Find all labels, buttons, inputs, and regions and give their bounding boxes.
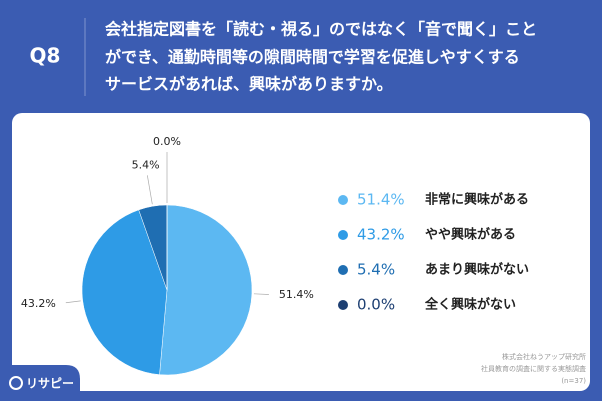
pie-slice [159, 204, 253, 376]
question-line: ができ、通勤時間等の隙間時間で学習を促進しやすくする [105, 48, 520, 67]
pie-slice [81, 209, 168, 375]
brand-tab [0, 365, 80, 401]
source-line: 株式会社ねうアップ研究所 [502, 352, 586, 361]
legend-value: 51.4% [357, 191, 405, 209]
legend-dot [338, 300, 348, 310]
legend-value: 43.2% [357, 226, 405, 244]
slice-label: 5.4% [132, 158, 160, 171]
leader-line [253, 293, 269, 295]
legend-dot [338, 230, 348, 240]
legend-label: 全く興味がない [424, 297, 516, 313]
slice-label: 0.0% [153, 135, 181, 148]
legend-dot [338, 195, 348, 205]
legend-label: あまり興味がない [425, 262, 529, 278]
leader-line [147, 175, 153, 205]
slice-label: 51.4% [279, 288, 314, 301]
question-line: サービスがあれば、興味がありますか。 [105, 75, 393, 94]
brand-name: リサピー [26, 377, 74, 391]
slice-label: 43.2% [21, 297, 56, 310]
legend-value: 5.4% [357, 261, 395, 279]
leader-line [65, 300, 81, 304]
source-line: (n=37) [561, 377, 586, 385]
source-line: 社員教育の調査に関する実態調査 [481, 364, 586, 373]
legend-label: 非常に興味がある [425, 192, 529, 208]
question-number: Q8 [30, 44, 61, 68]
legend-label: やや興味がある [425, 227, 516, 243]
question-line: 会社指定図書を「読む・視る」のではなく「音で聞く」こと [105, 20, 537, 39]
brand-icon [9, 376, 23, 390]
legend-value: 0.0% [357, 296, 395, 314]
legend-dot [338, 265, 348, 275]
